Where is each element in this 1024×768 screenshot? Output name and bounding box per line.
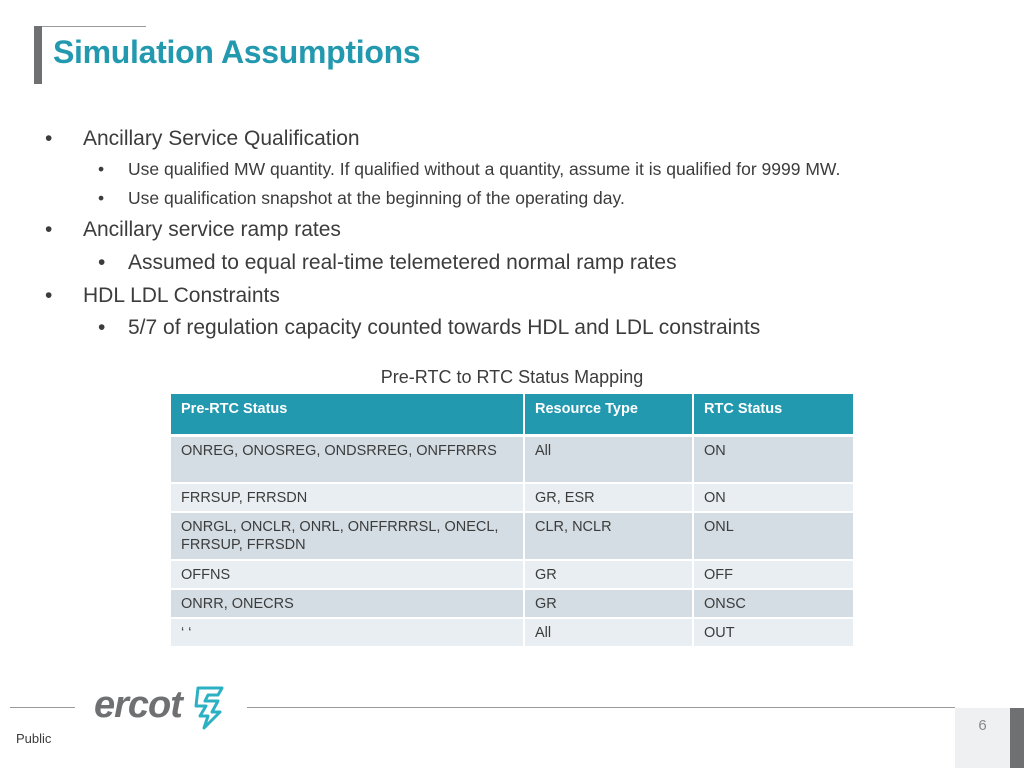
bullet-item: • HDL LDL Constraints — [45, 284, 280, 308]
cell-resource-type: GR — [525, 590, 694, 619]
footer-rule-left — [10, 707, 75, 708]
ercot-lightning-icon — [194, 686, 224, 730]
page-number-box — [955, 708, 1010, 768]
cell-resource-type: GR — [525, 561, 694, 590]
sub-bullet-text: Use qualified MW quantity. If qualified … — [128, 159, 841, 179]
cell-pre-rtc-status: FRRSUP, FRRSDN — [171, 484, 525, 513]
bullet-dot: • — [98, 251, 106, 274]
cell-rtc-status: ON — [694, 437, 853, 484]
header-spacer — [171, 434, 853, 437]
title-accent-bar — [34, 26, 42, 84]
table-row: ONREG, ONOSREG, ONDSRREG, ONFFRRRS All O… — [171, 437, 853, 484]
table-row: ONRR, ONECRS GR ONSC — [171, 590, 853, 619]
spacer-cell — [171, 434, 853, 437]
cell-rtc-status: ONL — [694, 513, 853, 561]
table-row: ‘ ‘ All OUT — [171, 619, 853, 648]
footer-rule-right — [247, 707, 955, 708]
bullet-text: Ancillary Service Qualification — [83, 127, 360, 150]
cell-pre-rtc-status: OFFNS — [171, 561, 525, 590]
cell-pre-rtc-status: ONRGL, ONCLR, ONRL, ONFFRRRSL, ONECL, FR… — [171, 513, 525, 561]
title-top-rule — [42, 26, 146, 27]
bullet-dot: • — [98, 188, 105, 208]
cell-pre-rtc-status: ONRR, ONECRS — [171, 590, 525, 619]
bullet-dot: • — [45, 284, 53, 307]
sub-bullet-item: • Assumed to equal real-time telemetered… — [98, 251, 677, 275]
cell-resource-type: CLR, NCLR — [525, 513, 694, 561]
table-row: FRRSUP, FRRSDN GR, ESR ON — [171, 484, 853, 513]
cell-rtc-status: ONSC — [694, 590, 853, 619]
status-mapping-table: Pre-RTC Status Resource Type RTC Status … — [171, 394, 853, 648]
cell-pre-rtc-status: ‘ ‘ — [171, 619, 525, 648]
column-header-rtc-status: RTC Status — [694, 394, 853, 434]
sub-bullet-text: 5/7 of regulation capacity counted towar… — [128, 316, 761, 339]
sub-bullet-item: • Use qualification snapshot at the begi… — [98, 188, 625, 209]
bullet-dot: • — [45, 127, 53, 150]
bullet-dot: • — [98, 159, 105, 179]
cell-rtc-status: OUT — [694, 619, 853, 648]
column-header-pre-rtc-status: Pre-RTC Status — [171, 394, 525, 434]
sub-bullet-item: • Use qualified MW quantity. If qualifie… — [98, 159, 841, 180]
cell-resource-type: All — [525, 619, 694, 648]
classification-label: Public — [16, 731, 52, 746]
ercot-logo: ercot — [94, 684, 224, 730]
bullet-item: • Ancillary service ramp rates — [45, 218, 341, 242]
bullet-item: • Ancillary Service Qualification — [45, 127, 360, 151]
bullet-text: HDL LDL Constraints — [83, 284, 280, 307]
sub-bullet-item: • 5/7 of regulation capacity counted tow… — [98, 316, 761, 340]
bullet-dot: • — [98, 316, 106, 339]
table-caption: Pre-RTC to RTC Status Mapping — [380, 367, 644, 387]
bullet-text: Ancillary service ramp rates — [83, 218, 341, 241]
cell-rtc-status: ON — [694, 484, 853, 513]
sub-bullet-text: Assumed to equal real-time telemetered n… — [128, 251, 677, 274]
table-header-row: Pre-RTC Status Resource Type RTC Status — [171, 394, 853, 434]
table-row: OFFNS GR OFF — [171, 561, 853, 590]
cell-resource-type: All — [525, 437, 694, 484]
page-number-accent-bar — [1010, 708, 1024, 768]
cell-pre-rtc-status: ONREG, ONOSREG, ONDSRREG, ONFFRRRS — [171, 437, 525, 484]
page-number: 6 — [978, 717, 987, 734]
slide-title: Simulation Assumptions — [53, 34, 421, 70]
sub-bullet-text: Use qualification snapshot at the beginn… — [128, 188, 625, 208]
bullet-dot: • — [45, 218, 53, 241]
table-row: ONRGL, ONCLR, ONRL, ONFFRRRSL, ONECL, FR… — [171, 513, 853, 561]
logo-wordmark: ercot — [94, 684, 183, 726]
cell-rtc-status: OFF — [694, 561, 853, 590]
column-header-resource-type: Resource Type — [525, 394, 694, 434]
cell-resource-type: GR, ESR — [525, 484, 694, 513]
